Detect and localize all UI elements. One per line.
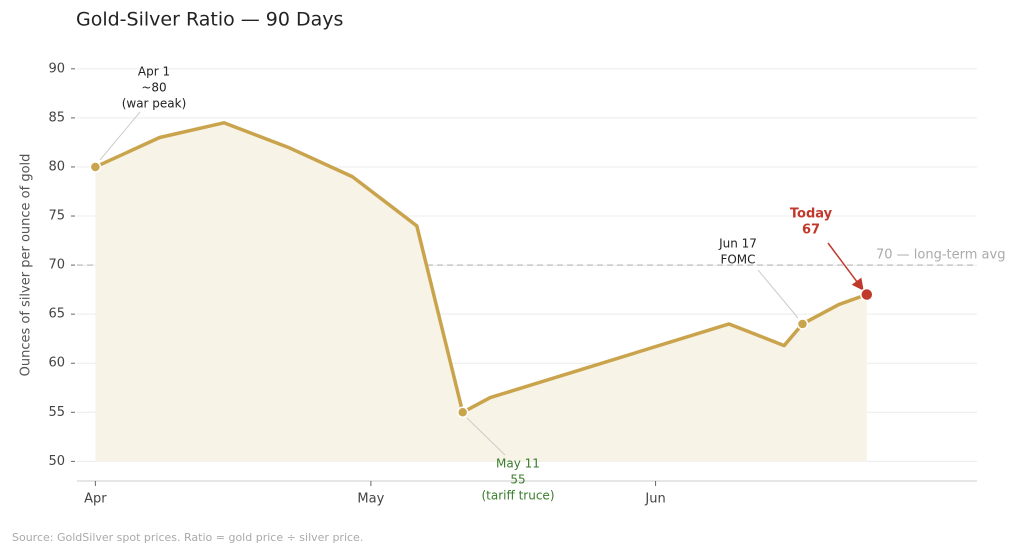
today-arrow bbox=[827, 242, 864, 291]
x-tick-label: Jun bbox=[644, 492, 665, 507]
reference-label: 70 — long-term avg bbox=[876, 248, 1005, 263]
source-note: Source: GoldSilver spot prices. Ratio = … bbox=[12, 531, 363, 544]
area bbox=[95, 122, 867, 462]
annotated-point bbox=[456, 406, 469, 419]
y-tick-label: 85 bbox=[48, 110, 65, 125]
annotation-text: (war peak) bbox=[122, 97, 187, 111]
today-point bbox=[860, 287, 874, 302]
chart-title: Gold-Silver Ratio — 90 Days bbox=[76, 9, 343, 31]
y-tick-label: 90 bbox=[48, 61, 65, 76]
annotated-point bbox=[796, 318, 809, 330]
annotation-text: Apr 1 bbox=[138, 65, 170, 79]
annotation-text: FOMC bbox=[720, 253, 755, 267]
y-tick-label: 55 bbox=[48, 405, 65, 420]
y-axis-label: Ounces of silver per ounce of gold bbox=[19, 154, 34, 377]
y-tick-label: 75 bbox=[48, 209, 65, 224]
y-tick-label: 65 bbox=[48, 307, 65, 322]
y-tick-label: 50 bbox=[48, 454, 65, 469]
annotation-text: ~80 bbox=[141, 81, 166, 95]
annotation-text: (tariff truce) bbox=[482, 489, 555, 503]
y-tick-label: 60 bbox=[48, 356, 65, 371]
x-tick-label: May bbox=[357, 492, 384, 507]
annotation-text: May 11 bbox=[496, 457, 540, 471]
annotation-leader bbox=[466, 417, 506, 456]
y-tick-label: 80 bbox=[48, 159, 65, 174]
annotation-leader bbox=[99, 111, 141, 161]
y-tick-label: 70 bbox=[48, 258, 65, 273]
today-label: 67 bbox=[802, 223, 820, 238]
annotation-leader bbox=[757, 269, 799, 319]
annotation-text: 55 bbox=[510, 473, 525, 487]
today-label: Today bbox=[790, 207, 833, 222]
annotated-point bbox=[89, 161, 102, 173]
x-tick-label: Apr bbox=[84, 492, 107, 507]
annotation-text: Jun 17 bbox=[718, 237, 757, 251]
